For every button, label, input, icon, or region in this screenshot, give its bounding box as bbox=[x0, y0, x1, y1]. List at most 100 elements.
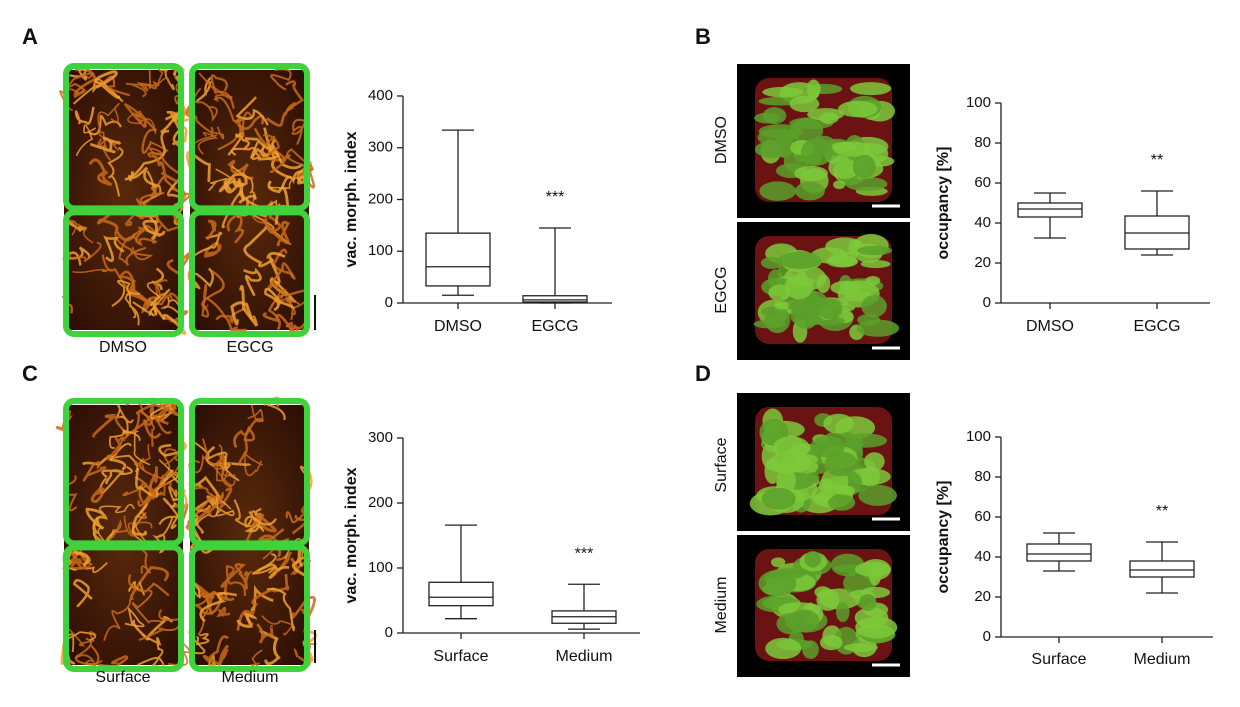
vacuole-blob bbox=[819, 634, 843, 651]
vacuole-membrane bbox=[250, 513, 277, 533]
vacuole-blob bbox=[762, 86, 804, 98]
vacuole-blob bbox=[857, 245, 892, 256]
vacuole-blob bbox=[774, 301, 789, 310]
y-tick-label: 0 bbox=[983, 628, 991, 645]
vacuole-blob bbox=[753, 319, 787, 329]
vacuole-membrane bbox=[118, 270, 153, 307]
vacuole-membrane bbox=[138, 609, 181, 641]
vacuole-membrane bbox=[125, 69, 151, 98]
vacuole-membrane bbox=[63, 631, 97, 653]
vacuole-membrane bbox=[108, 429, 141, 449]
y-tick-label: 20 bbox=[974, 254, 991, 271]
vacuole-membrane bbox=[243, 224, 275, 268]
vacuole-blob bbox=[766, 457, 809, 474]
vacuole-membrane bbox=[142, 403, 169, 439]
vacuole-membrane bbox=[161, 69, 175, 91]
panel-label: D bbox=[695, 361, 711, 386]
y-tick-label: 300 bbox=[368, 429, 393, 446]
vacuole-blob bbox=[830, 280, 861, 295]
image-caption: Surface bbox=[713, 437, 730, 492]
vacuole-membrane bbox=[129, 566, 169, 601]
vacuole-blob bbox=[861, 295, 887, 318]
vacuole-blob bbox=[770, 557, 786, 568]
y-axis-label: vac. morph. index bbox=[343, 131, 360, 267]
vacuole-membrane bbox=[244, 515, 277, 528]
vacuole-blob bbox=[868, 564, 882, 586]
vacuole-blob bbox=[807, 108, 845, 121]
vacuole-membrane bbox=[114, 231, 154, 261]
vacuole-membrane bbox=[163, 448, 185, 478]
micrograph bbox=[185, 396, 317, 673]
vacuole-membrane bbox=[285, 80, 305, 112]
vacuole-membrane bbox=[127, 112, 157, 135]
vacuole-blob bbox=[844, 433, 888, 448]
vacuole-membrane bbox=[185, 150, 211, 183]
vacuole-blob bbox=[860, 259, 891, 269]
image-caption: Medium bbox=[713, 577, 730, 634]
vacuole-membrane bbox=[134, 475, 152, 505]
vacuole-membrane bbox=[251, 573, 290, 606]
vacuole-membrane bbox=[269, 154, 291, 173]
vacuole-membrane bbox=[256, 563, 290, 580]
significance: *** bbox=[575, 545, 594, 562]
vacuole-membrane bbox=[148, 466, 164, 496]
vacuole-blob bbox=[761, 487, 796, 510]
significance: ** bbox=[1151, 152, 1163, 169]
vacuole-membrane bbox=[103, 598, 131, 641]
image-caption: DMSO bbox=[99, 339, 147, 356]
vacuole-membrane bbox=[189, 438, 231, 470]
y-tick-label: 0 bbox=[385, 624, 393, 641]
panel-label: C bbox=[22, 361, 38, 386]
vacuole-membrane bbox=[138, 110, 158, 154]
vacuole-blob bbox=[778, 251, 822, 270]
vacuole-blob bbox=[800, 138, 834, 166]
vacuole-membrane bbox=[195, 632, 210, 646]
y-tick-label: 400 bbox=[368, 87, 393, 104]
vacuole-membrane bbox=[189, 483, 224, 501]
box bbox=[425, 232, 491, 287]
vacuole-membrane bbox=[218, 644, 229, 666]
vacuole-membrane bbox=[215, 314, 247, 332]
cell-wall bbox=[63, 544, 184, 673]
vacuole-membrane bbox=[233, 425, 256, 448]
vacuole-blob bbox=[848, 239, 862, 258]
vacuole-membrane bbox=[191, 231, 223, 260]
vacuole-membrane bbox=[74, 106, 95, 126]
y-tick-label: 80 bbox=[974, 134, 991, 151]
vacuole-membrane bbox=[128, 574, 170, 597]
cell-wall bbox=[63, 63, 184, 212]
vacuole-membrane bbox=[226, 212, 245, 244]
vacuole-membrane bbox=[243, 267, 262, 297]
vacuole-membrane bbox=[94, 70, 121, 99]
y-axis-label: vac. morph. index bbox=[343, 467, 360, 603]
vacuole-membrane bbox=[202, 635, 229, 667]
significance: ** bbox=[1156, 503, 1168, 520]
vacuole-membrane bbox=[103, 235, 125, 262]
vacuole-blob bbox=[809, 316, 845, 326]
vacuole-membrane bbox=[197, 126, 225, 155]
box bbox=[428, 581, 494, 607]
vacuole-membrane bbox=[123, 102, 147, 128]
vacuole-membrane bbox=[213, 96, 254, 137]
image-caption: DMSO bbox=[713, 116, 730, 164]
vacuole-membrane bbox=[198, 72, 233, 102]
vacuole-membrane bbox=[97, 102, 120, 133]
vacuole-membrane bbox=[90, 486, 105, 503]
vacuole-membrane bbox=[171, 125, 188, 147]
vacuole-membrane bbox=[251, 144, 270, 160]
vacuole-membrane bbox=[230, 165, 257, 200]
y-tick-label: 80 bbox=[974, 468, 991, 485]
vacuole-membrane bbox=[212, 453, 233, 488]
vacuole-membrane bbox=[290, 595, 316, 621]
vacuole-membrane bbox=[280, 170, 310, 190]
vacuole-blob bbox=[772, 436, 810, 460]
y-tick-label: 40 bbox=[974, 548, 991, 565]
vacuole-blob bbox=[758, 569, 797, 597]
vacuole-membrane bbox=[124, 606, 145, 628]
vacuole-membrane bbox=[266, 251, 286, 285]
vacuole-membrane bbox=[89, 136, 121, 154]
vacuole-membrane bbox=[65, 625, 97, 647]
image-caption: EGCG bbox=[713, 266, 730, 313]
x-tick-label: DMSO bbox=[434, 318, 482, 335]
